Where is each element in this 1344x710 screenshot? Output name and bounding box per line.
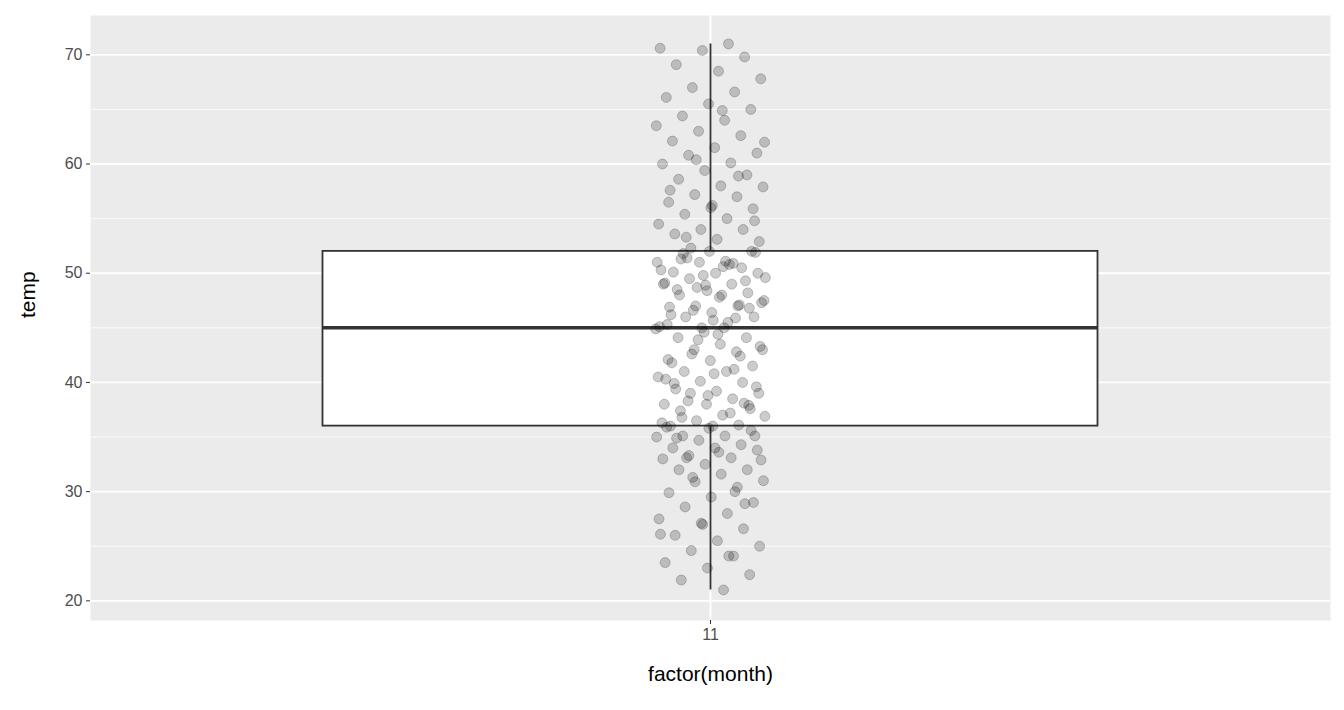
svg-text:40: 40 bbox=[65, 374, 83, 391]
svg-text:factor(month): factor(month) bbox=[648, 662, 773, 685]
svg-text:20: 20 bbox=[65, 592, 83, 609]
svg-text:70: 70 bbox=[65, 46, 83, 63]
svg-text:50: 50 bbox=[65, 264, 83, 281]
svg-text:11: 11 bbox=[702, 626, 719, 643]
svg-text:60: 60 bbox=[65, 155, 83, 172]
svg-text:30: 30 bbox=[65, 483, 83, 500]
svg-text:temp: temp bbox=[16, 271, 39, 318]
